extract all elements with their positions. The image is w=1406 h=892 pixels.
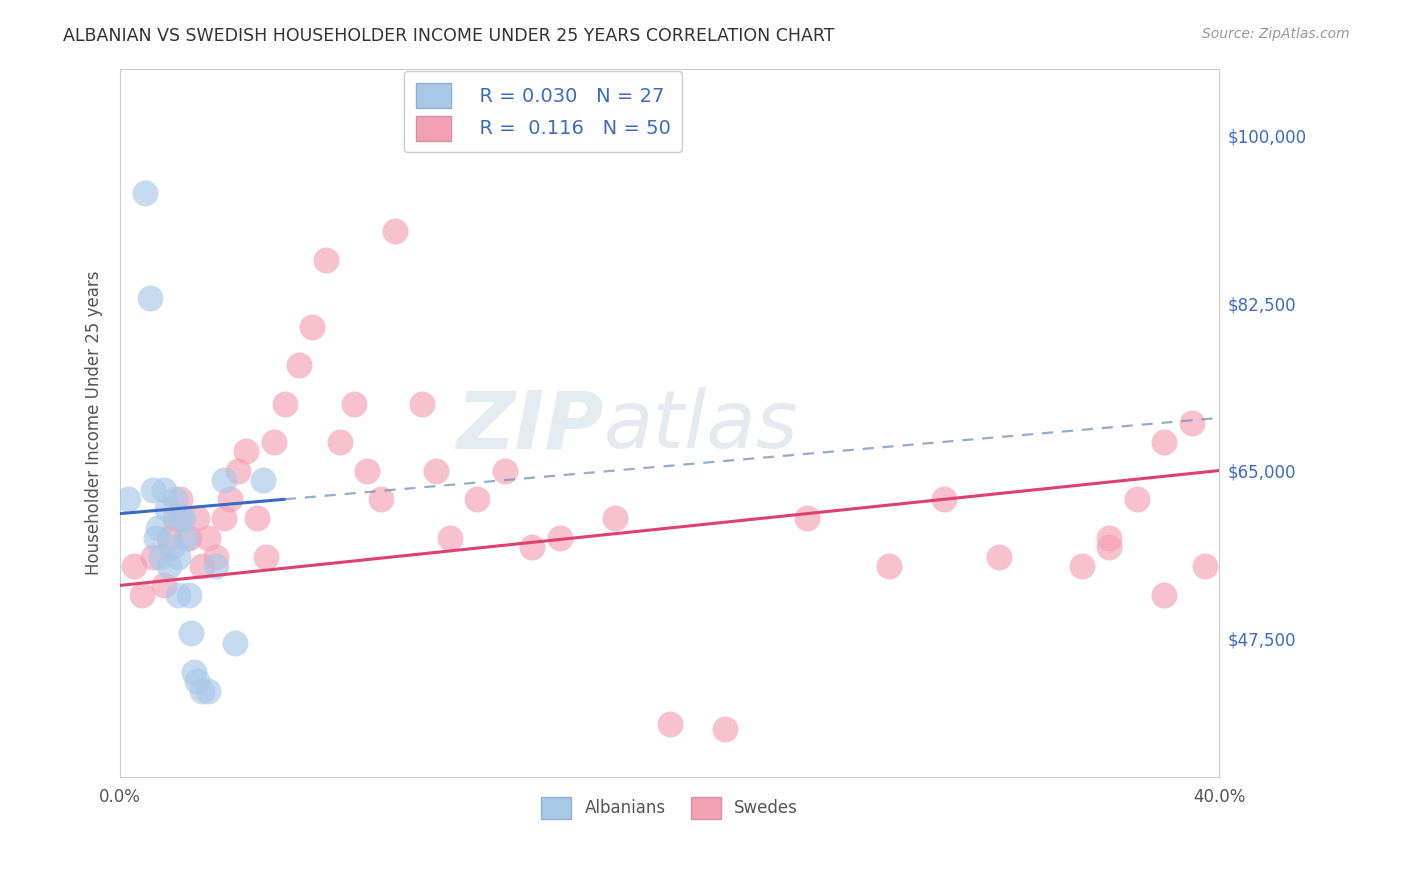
Point (370, 492, 392, 507)
Point (465, 492, 488, 507)
Point (1181, 416, 1204, 430)
Point (274, 396, 297, 410)
Point (180, 626, 202, 640)
Point (163, 511, 186, 525)
Point (150, 549, 173, 564)
Point (254, 549, 277, 564)
Point (1098, 540, 1121, 554)
Point (153, 578, 176, 592)
Point (658, 717, 681, 731)
Point (329, 434, 352, 449)
Point (166, 549, 188, 564)
Point (142, 549, 165, 564)
Point (342, 396, 364, 410)
Point (713, 722, 735, 736)
Point (148, 521, 170, 535)
Point (1070, 559, 1092, 574)
Point (934, 492, 956, 507)
Point (177, 531, 200, 545)
Point (439, 531, 461, 545)
Point (246, 511, 269, 525)
Point (1098, 531, 1121, 545)
Point (139, 291, 162, 305)
Point (214, 511, 236, 525)
Point (356, 464, 378, 478)
Point (122, 559, 145, 574)
Point (160, 540, 183, 554)
Point (1125, 492, 1147, 507)
Point (494, 464, 516, 478)
Point (548, 531, 571, 545)
Point (988, 549, 1011, 564)
Point (603, 511, 626, 525)
Point (796, 511, 818, 525)
Point (252, 473, 274, 487)
Point (153, 483, 176, 497)
Point (384, 224, 406, 238)
Text: ZIP: ZIP (456, 387, 603, 466)
Point (145, 531, 167, 545)
Point (235, 444, 257, 458)
Point (522, 540, 544, 554)
Point (214, 473, 236, 487)
Text: Source: ZipAtlas.com: Source: ZipAtlas.com (1202, 27, 1350, 41)
Legend: Albanians, Swedes: Albanians, Swedes (534, 790, 804, 825)
Point (263, 434, 285, 449)
Point (226, 464, 249, 478)
Text: ALBANIAN VS SWEDISH HOUSEHOLDER INCOME UNDER 25 YEARS CORRELATION CHART: ALBANIAN VS SWEDISH HOUSEHOLDER INCOME U… (63, 27, 835, 45)
Point (425, 464, 447, 478)
Point (174, 531, 197, 545)
Point (197, 683, 219, 698)
Point (191, 683, 214, 698)
Point (315, 252, 337, 267)
Point (117, 492, 139, 507)
Y-axis label: Householder Income Under 25 years: Householder Income Under 25 years (86, 270, 103, 575)
Point (287, 358, 309, 372)
Point (169, 492, 191, 507)
Text: atlas: atlas (603, 387, 799, 466)
Point (186, 674, 208, 689)
Point (166, 588, 188, 602)
Point (1194, 559, 1216, 574)
Point (191, 559, 214, 574)
Point (172, 511, 194, 525)
Point (301, 320, 323, 334)
Point (197, 531, 219, 545)
Point (205, 559, 228, 574)
Point (159, 531, 181, 545)
Point (177, 588, 200, 602)
Point (1153, 588, 1175, 602)
Point (186, 511, 208, 525)
Point (131, 588, 153, 602)
Point (205, 549, 228, 564)
Point (142, 483, 165, 497)
Point (134, 186, 156, 200)
Point (183, 665, 205, 679)
Point (219, 492, 242, 507)
Point (879, 559, 901, 574)
Point (163, 492, 186, 507)
Point (224, 636, 246, 650)
Point (169, 511, 191, 525)
Point (159, 559, 181, 574)
Point (411, 396, 433, 410)
Point (1153, 434, 1175, 449)
Point (156, 501, 179, 516)
